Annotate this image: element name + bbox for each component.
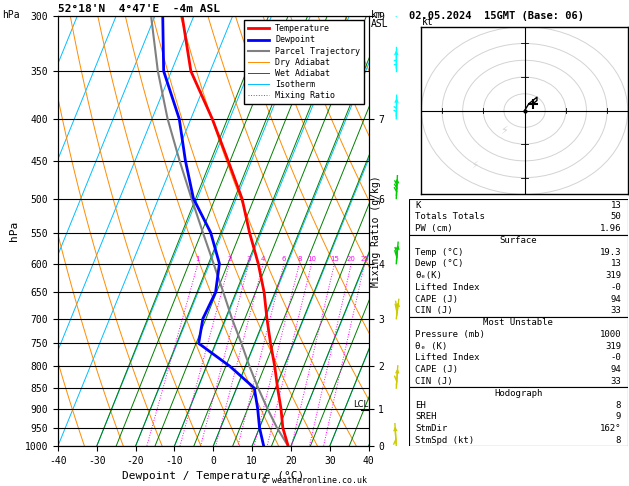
Text: 52°18'N  4°47'E  -4m ASL: 52°18'N 4°47'E -4m ASL (58, 4, 220, 14)
Text: 15: 15 (330, 257, 339, 262)
Text: kt: kt (421, 17, 433, 27)
Text: 13: 13 (610, 260, 621, 268)
Text: ⚡: ⚡ (472, 159, 479, 170)
Text: 1000: 1000 (599, 330, 621, 339)
Text: 319: 319 (605, 271, 621, 280)
Text: θₑ (K): θₑ (K) (415, 342, 448, 351)
Text: PW (cm): PW (cm) (415, 224, 453, 233)
Text: 1: 1 (196, 257, 200, 262)
Text: 10: 10 (307, 257, 316, 262)
Text: Temp (°C): Temp (°C) (415, 248, 464, 257)
Text: CAPE (J): CAPE (J) (415, 295, 459, 304)
Text: Totals Totals: Totals Totals (415, 212, 486, 222)
Text: 33: 33 (610, 377, 621, 386)
Text: 25: 25 (360, 257, 369, 262)
Text: Lifted Index: Lifted Index (415, 353, 480, 363)
FancyBboxPatch shape (409, 317, 628, 387)
Text: Pressure (mb): Pressure (mb) (415, 330, 486, 339)
Text: 1.96: 1.96 (599, 224, 621, 233)
Text: © weatheronline.co.uk: © weatheronline.co.uk (262, 475, 367, 485)
Text: Surface: Surface (499, 236, 537, 245)
Text: 02.05.2024  15GMT (Base: 06): 02.05.2024 15GMT (Base: 06) (409, 11, 584, 21)
Text: LCL: LCL (353, 400, 369, 409)
Text: 8: 8 (616, 436, 621, 445)
Text: 19.3: 19.3 (599, 248, 621, 257)
Text: 13: 13 (610, 201, 621, 209)
Text: CIN (J): CIN (J) (415, 307, 453, 315)
Text: CIN (J): CIN (J) (415, 377, 453, 386)
Text: θₑ(K): θₑ(K) (415, 271, 442, 280)
Text: km: km (371, 10, 383, 20)
FancyBboxPatch shape (409, 387, 628, 446)
Text: 94: 94 (610, 295, 621, 304)
Text: 3: 3 (247, 257, 251, 262)
Text: 6: 6 (282, 257, 286, 262)
Text: 33: 33 (610, 307, 621, 315)
Text: K: K (415, 201, 421, 209)
Text: 2: 2 (227, 257, 231, 262)
Text: Mixing Ratio (g/kg): Mixing Ratio (g/kg) (370, 175, 381, 287)
Text: 8: 8 (297, 257, 301, 262)
Text: Most Unstable: Most Unstable (483, 318, 554, 327)
FancyBboxPatch shape (409, 199, 628, 235)
Legend: Temperature, Dewpoint, Parcel Trajectory, Dry Adiabat, Wet Adiabat, Isotherm, Mi: Temperature, Dewpoint, Parcel Trajectory… (243, 20, 364, 104)
Text: CAPE (J): CAPE (J) (415, 365, 459, 374)
FancyBboxPatch shape (409, 235, 628, 317)
Text: -0: -0 (610, 353, 621, 363)
Text: 4: 4 (261, 257, 265, 262)
Text: 20: 20 (347, 257, 355, 262)
Text: StmDir: StmDir (415, 424, 448, 433)
Text: ⚡: ⚡ (500, 126, 508, 136)
Text: SREH: SREH (415, 412, 437, 421)
Text: 162°: 162° (599, 424, 621, 433)
Text: 8: 8 (616, 400, 621, 410)
Text: EH: EH (415, 400, 426, 410)
Text: Hodograph: Hodograph (494, 389, 542, 398)
Text: Dewp (°C): Dewp (°C) (415, 260, 464, 268)
Text: StmSpd (kt): StmSpd (kt) (415, 436, 474, 445)
Text: 9: 9 (616, 412, 621, 421)
Text: Lifted Index: Lifted Index (415, 283, 480, 292)
Text: ASL: ASL (371, 19, 389, 30)
Text: 319: 319 (605, 342, 621, 351)
Text: 94: 94 (610, 365, 621, 374)
Text: hPa: hPa (2, 10, 19, 20)
X-axis label: Dewpoint / Temperature (°C): Dewpoint / Temperature (°C) (122, 471, 304, 482)
Text: -0: -0 (610, 283, 621, 292)
Text: 50: 50 (610, 212, 621, 222)
Y-axis label: hPa: hPa (9, 221, 19, 241)
